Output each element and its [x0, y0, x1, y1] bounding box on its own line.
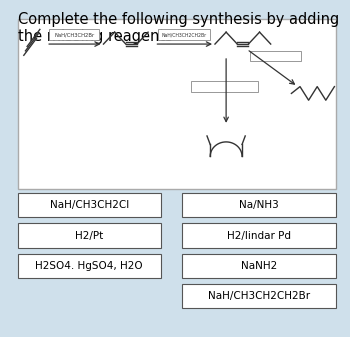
Text: H2/lindar Pd: H2/lindar Pd: [227, 231, 291, 241]
Text: NaH/CH3CH2Br: NaH/CH3CH2Br: [54, 32, 94, 37]
Text: NaNH2: NaNH2: [241, 261, 277, 271]
Bar: [49, 29, 99, 40]
Bar: [18, 223, 161, 248]
Text: H2/Pt: H2/Pt: [75, 231, 103, 241]
Bar: [182, 223, 336, 248]
Bar: [18, 193, 161, 217]
Text: H2SO4. HgSO4, H2O: H2SO4. HgSO4, H2O: [35, 261, 143, 271]
Bar: [250, 51, 301, 61]
Text: NaH/CH3CH2CH2Br: NaH/CH3CH2CH2Br: [161, 32, 206, 37]
Text: NaH/CH3CH2CH2Br: NaH/CH3CH2CH2Br: [208, 291, 310, 301]
Bar: [158, 29, 210, 40]
Bar: [18, 19, 336, 189]
Bar: [182, 284, 336, 308]
Bar: [182, 254, 336, 278]
Bar: [182, 193, 336, 217]
Text: NaH/CH3CH2Cl: NaH/CH3CH2Cl: [50, 200, 129, 210]
Bar: [191, 81, 258, 92]
Text: Complete the following synthesis by adding
the missing reagents: Complete the following synthesis by addi…: [18, 12, 339, 44]
Text: Na/NH3: Na/NH3: [239, 200, 279, 210]
Bar: [18, 254, 161, 278]
